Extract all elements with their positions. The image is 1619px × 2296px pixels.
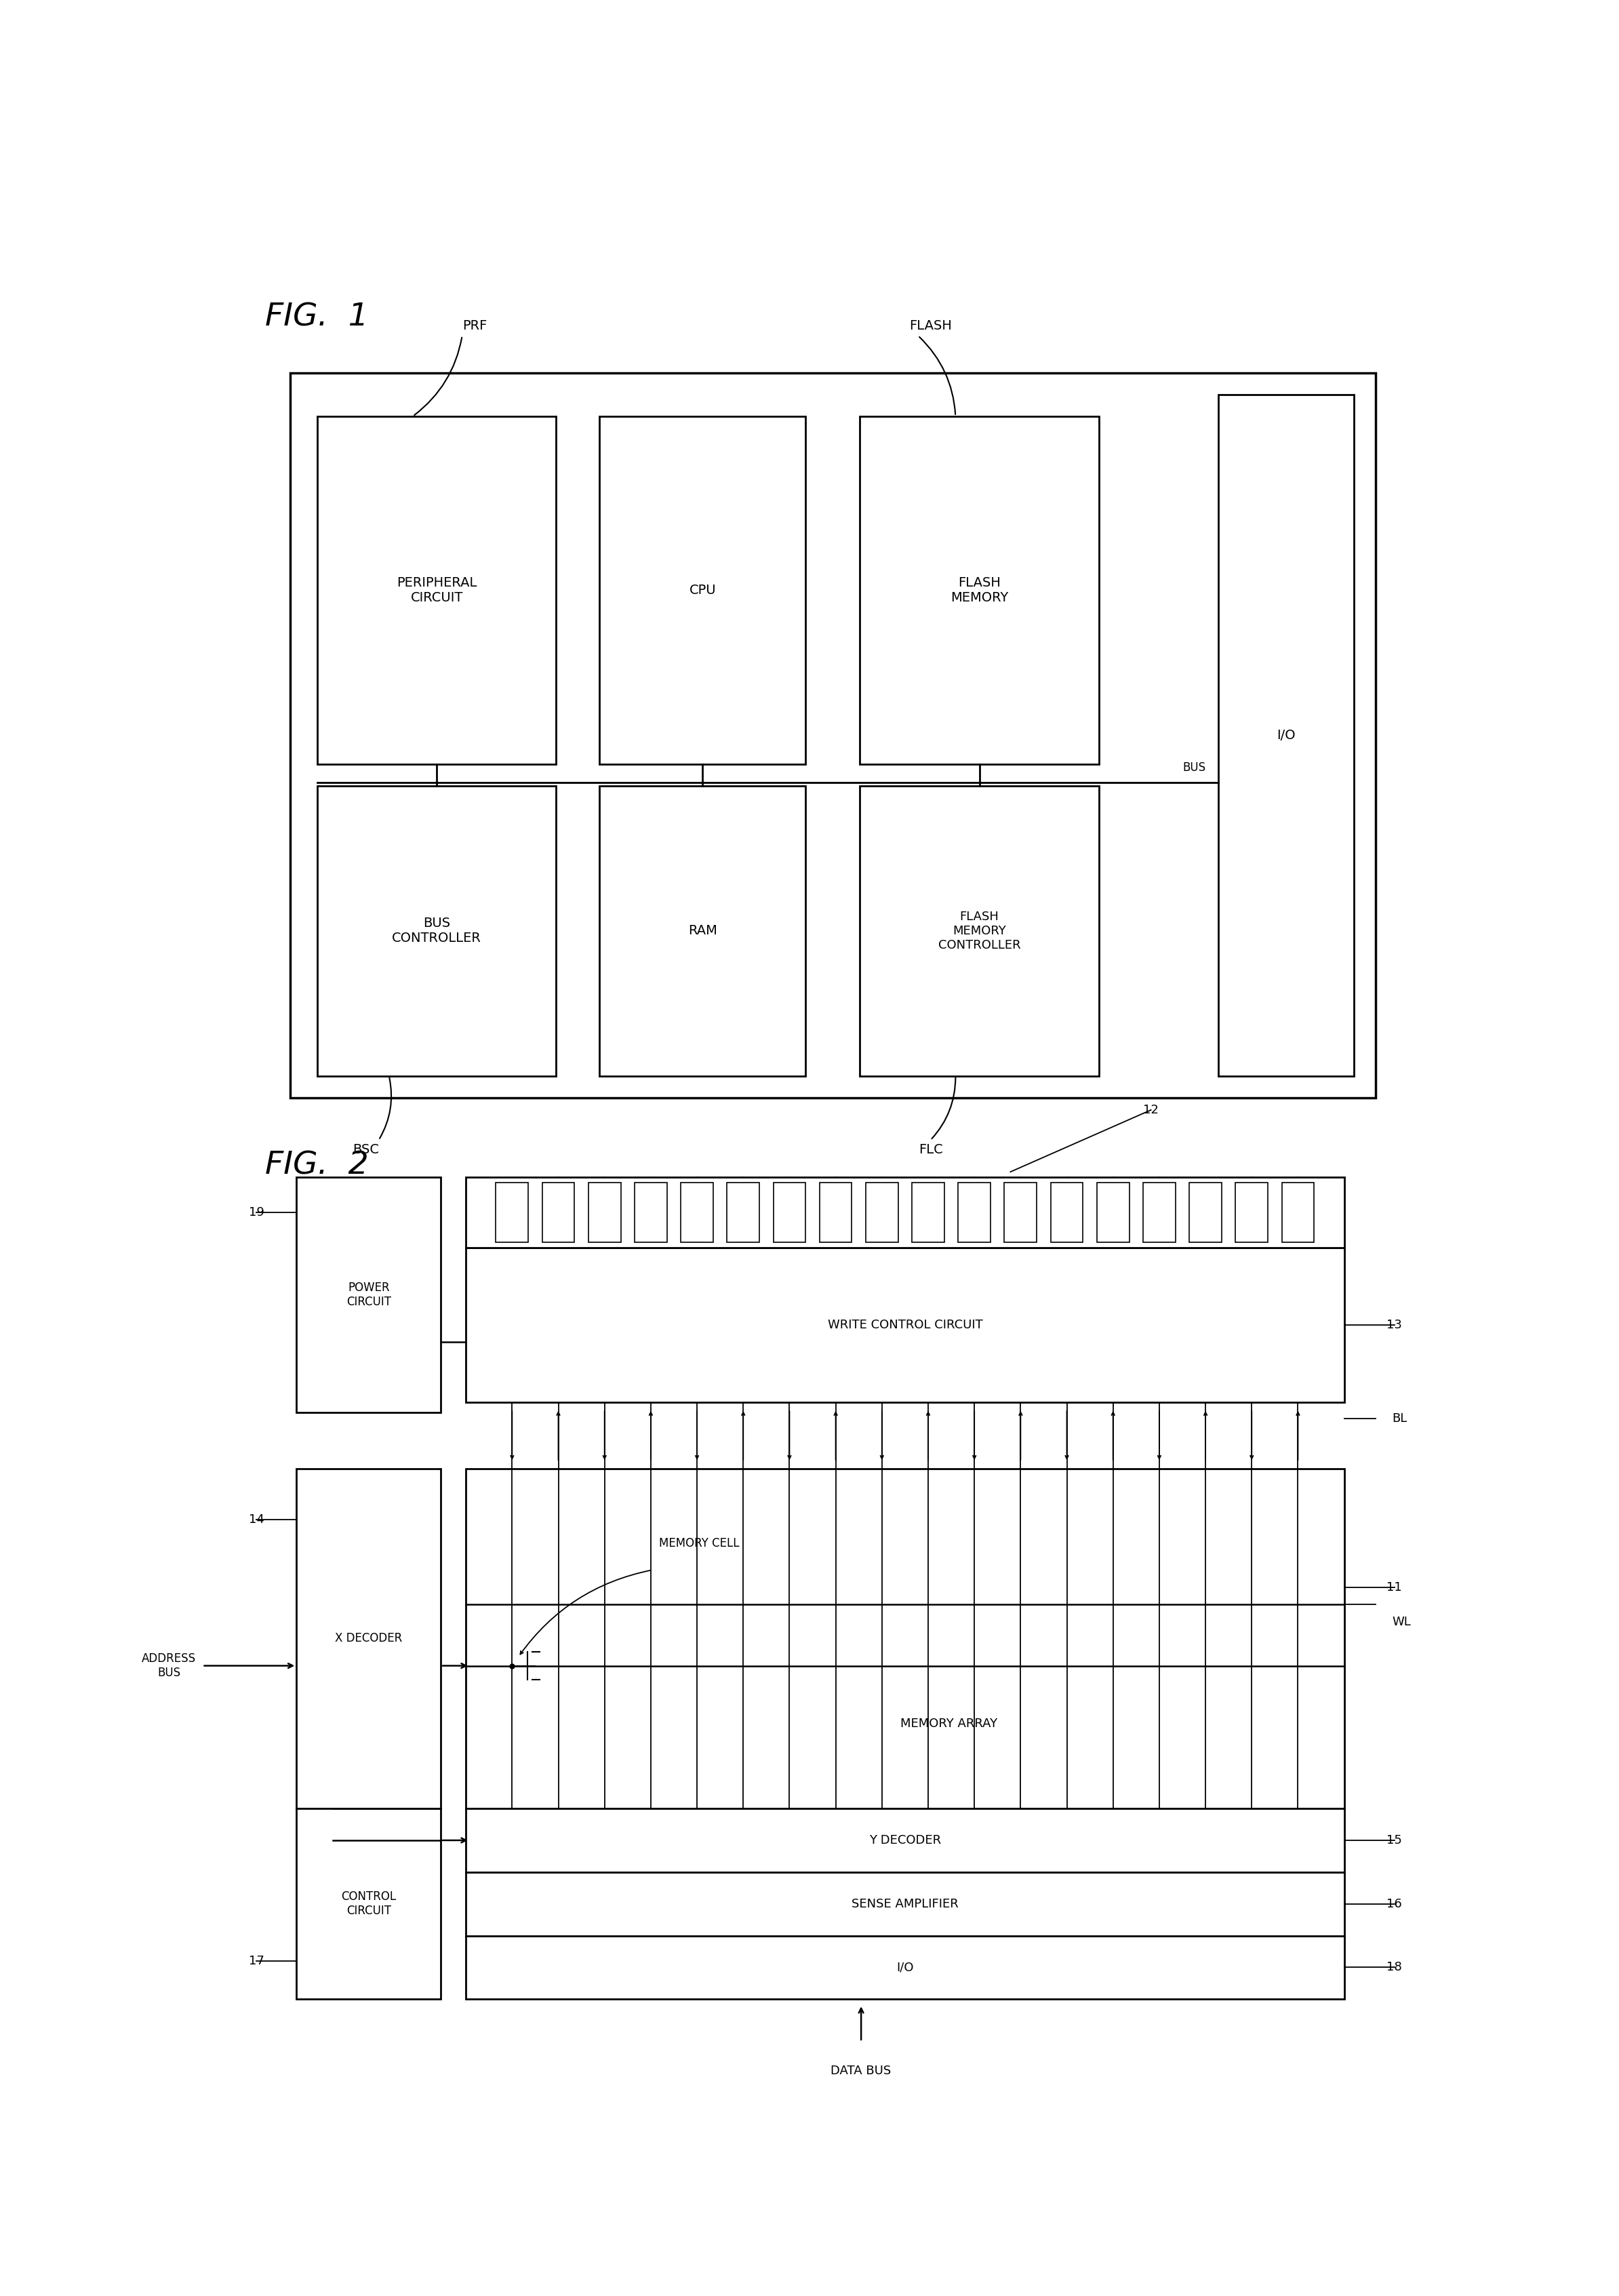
Text: 16: 16: [1386, 1899, 1402, 1910]
Bar: [466, 1247, 1344, 1403]
Bar: [1096, 1182, 1128, 1242]
Text: WL: WL: [1392, 1616, 1410, 1628]
Bar: [911, 1182, 944, 1242]
Bar: [290, 372, 1376, 1097]
Bar: [466, 1936, 1344, 2000]
Text: 11: 11: [1386, 1582, 1402, 1593]
Text: FLASH
MEMORY
CONTROLLER: FLASH MEMORY CONTROLLER: [937, 912, 1020, 951]
Text: 19: 19: [249, 1205, 264, 1219]
Bar: [866, 1182, 899, 1242]
Bar: [317, 416, 555, 765]
Bar: [1235, 1182, 1268, 1242]
Text: FLASH
MEMORY: FLASH MEMORY: [950, 576, 1009, 604]
Text: ADDRESS
BUS: ADDRESS BUS: [142, 1653, 196, 1678]
Bar: [860, 785, 1099, 1077]
Bar: [635, 1182, 667, 1242]
Text: PERIPHERAL
CIRCUIT: PERIPHERAL CIRCUIT: [397, 576, 478, 604]
Bar: [1051, 1182, 1083, 1242]
Text: 13: 13: [1386, 1318, 1402, 1332]
Bar: [1004, 1182, 1036, 1242]
Bar: [774, 1182, 806, 1242]
Text: X DECODER: X DECODER: [335, 1632, 402, 1644]
Text: BUS
CONTROLLER: BUS CONTROLLER: [392, 916, 481, 944]
Text: FLASH: FLASH: [910, 319, 952, 333]
Text: 12: 12: [1143, 1104, 1159, 1116]
Bar: [542, 1182, 575, 1242]
Text: WRITE CONTROL CIRCUIT: WRITE CONTROL CIRCUIT: [827, 1318, 983, 1332]
Text: I/O: I/O: [1277, 728, 1295, 742]
Bar: [296, 1469, 440, 1809]
Bar: [296, 1178, 440, 1412]
Text: PRF: PRF: [463, 319, 487, 333]
Text: CONTROL
CIRCUIT: CONTROL CIRCUIT: [342, 1890, 397, 1917]
Text: FIG.  2: FIG. 2: [266, 1150, 369, 1180]
Text: CPU: CPU: [690, 583, 716, 597]
Text: DATA BUS: DATA BUS: [831, 2064, 892, 2078]
Text: 15: 15: [1386, 1835, 1402, 1846]
Text: FLC: FLC: [918, 1143, 942, 1157]
Text: MEMORY ARRAY: MEMORY ARRAY: [900, 1717, 997, 1729]
Bar: [599, 785, 806, 1077]
Bar: [588, 1182, 620, 1242]
Text: FIG.  1: FIG. 1: [266, 303, 369, 333]
Text: SENSE AMPLIFIER: SENSE AMPLIFIER: [852, 1899, 958, 1910]
Text: MEMORY CELL: MEMORY CELL: [659, 1538, 740, 1550]
Bar: [682, 1182, 714, 1242]
Text: POWER
CIRCUIT: POWER CIRCUIT: [346, 1281, 392, 1309]
Text: RAM: RAM: [688, 925, 717, 937]
Text: BSC: BSC: [353, 1143, 379, 1157]
Bar: [1282, 1182, 1315, 1242]
Text: Y DECODER: Y DECODER: [869, 1835, 941, 1846]
Text: 18: 18: [1386, 1961, 1402, 1975]
Bar: [1217, 395, 1353, 1077]
Bar: [1143, 1182, 1175, 1242]
Bar: [495, 1182, 528, 1242]
Bar: [466, 1178, 1344, 1247]
Bar: [317, 785, 555, 1077]
Bar: [466, 1809, 1344, 1871]
Text: 14: 14: [249, 1513, 264, 1525]
Bar: [958, 1182, 991, 1242]
Bar: [860, 416, 1099, 765]
Text: 17: 17: [249, 1954, 264, 1968]
Bar: [296, 1809, 440, 2000]
Text: BUS: BUS: [1182, 762, 1206, 774]
Bar: [819, 1182, 852, 1242]
Bar: [466, 1871, 1344, 1936]
Text: I/O: I/O: [897, 1961, 913, 1975]
Bar: [727, 1182, 759, 1242]
Bar: [466, 1469, 1344, 1809]
Bar: [599, 416, 806, 765]
Text: BL: BL: [1392, 1412, 1407, 1426]
Bar: [1190, 1182, 1222, 1242]
